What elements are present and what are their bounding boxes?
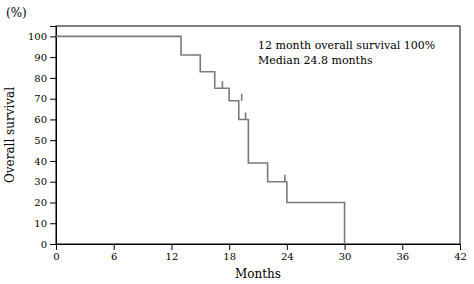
y-tick-mark [50, 119, 56, 120]
y-tick-label: 60 [34, 114, 47, 125]
x-tick-mark [460, 244, 461, 250]
x-tick: 0 [53, 244, 59, 262]
x-tick-label: 6 [111, 251, 117, 262]
y-tick: 10 [34, 218, 56, 229]
y-tick-mark [50, 78, 56, 79]
x-tick-mark [229, 244, 230, 250]
y-tick-mark [50, 57, 56, 58]
x-tick-label: 18 [223, 251, 236, 262]
y-tick-mark [50, 182, 56, 183]
y-tick: 100 [28, 31, 56, 42]
x-tick: 18 [223, 244, 236, 262]
y-tick-mark [50, 161, 56, 162]
y-tick: 0 [41, 239, 56, 250]
x-tick-label: 36 [396, 251, 409, 262]
y-tick-label: 10 [34, 218, 47, 229]
x-tick-label: 42 [454, 251, 467, 262]
x-tick-mark [171, 244, 172, 250]
y-tick-mark [50, 36, 56, 37]
y-tick-label: 90 [34, 52, 47, 63]
unit-label: (%) [6, 6, 27, 20]
y-tick-label: 40 [34, 156, 47, 167]
y-tick: 20 [34, 197, 56, 208]
chart: 0 6 12 18 24 30 36 42 0 10 20 30 40 50 60 70 80 90 100 Mont… [0, 0, 474, 284]
x-tick: 30 [339, 244, 352, 262]
x-tick: 24 [281, 244, 294, 262]
y-tick-mark [50, 140, 56, 141]
y-tick-mark [50, 223, 56, 224]
y-tick-label: 70 [34, 93, 47, 104]
y-tick-mark [50, 244, 56, 245]
x-axis: 0 6 12 18 24 30 36 42 [53, 244, 467, 262]
x-tick: 12 [166, 244, 179, 262]
x-tick: 36 [396, 244, 409, 262]
censor-mark [222, 81, 224, 88]
y-axis-line [50, 27, 57, 245]
y-tick: 40 [34, 156, 56, 167]
annotation-line: 12 month overall survival 100% [258, 39, 435, 52]
x-tick-label: 24 [281, 251, 294, 262]
annotation-line: Median 24.8 months [258, 54, 373, 67]
x-tick-label: 12 [166, 251, 179, 262]
y-tick-label: 50 [34, 135, 47, 146]
y-axis-title: Overall survival [3, 87, 17, 183]
censor-mark [245, 112, 247, 119]
y-tick: 80 [34, 73, 56, 84]
x-tick: 6 [111, 244, 117, 262]
x-tick-mark [402, 244, 403, 250]
survival-line [56, 36, 364, 244]
x-tick: 42 [454, 244, 467, 262]
x-tick-label: 0 [53, 251, 59, 262]
y-tick-label: 0 [41, 239, 47, 250]
y-tick: 70 [34, 93, 56, 104]
y-tick-label: 30 [34, 176, 47, 187]
y-tick-label: 100 [28, 31, 47, 42]
x-tick-mark [345, 244, 346, 250]
x-axis-line [57, 245, 461, 251]
y-tick-label: 20 [34, 197, 47, 208]
x-tick-mark [114, 244, 115, 250]
plot-frame [56, 26, 460, 244]
censor-mark [284, 175, 286, 182]
censor-mark [241, 94, 243, 101]
y-tick-mark [50, 99, 56, 100]
x-tick-mark [287, 244, 288, 250]
x-tick-label: 30 [339, 251, 352, 262]
y-tick-label: 80 [34, 73, 47, 84]
y-tick: 30 [34, 176, 56, 187]
x-axis-title: Months [235, 267, 281, 281]
annotation: 12 month overall survival 100% Median 24.… [258, 39, 435, 66]
y-tick: 90 [34, 52, 56, 63]
y-tick-mark [50, 202, 56, 203]
y-axis: 0 10 20 30 40 50 60 70 80 90 100 [28, 27, 57, 250]
plot-area [56, 36, 364, 244]
y-tick: 60 [34, 114, 56, 125]
y-tick: 50 [34, 135, 56, 146]
